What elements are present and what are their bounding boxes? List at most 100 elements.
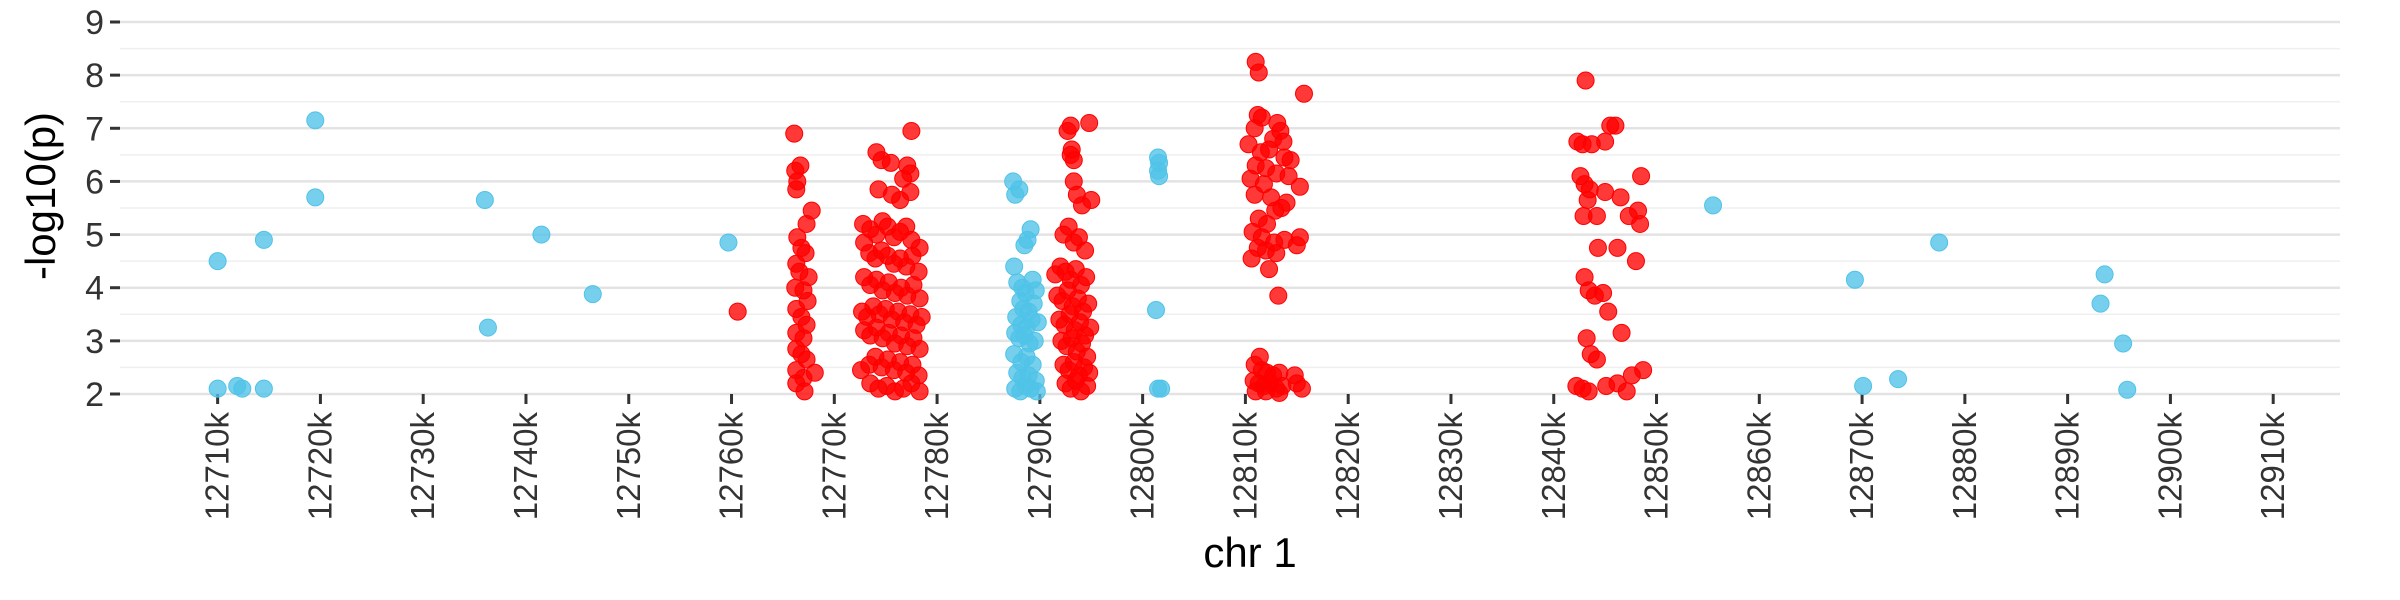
x-tick-label: 12870k [1843, 412, 1880, 521]
data-point-not-significant [1025, 331, 1044, 350]
data-point-not-significant [1150, 167, 1169, 186]
data-point-significant [1596, 183, 1615, 202]
data-point-not-significant [1010, 180, 1029, 199]
x-tick-label: 12780k [918, 412, 955, 521]
data-point-significant [1612, 323, 1631, 342]
data-point-significant [1270, 383, 1289, 402]
data-point-not-significant [1889, 370, 1908, 389]
x-tick-label: 12720k [301, 412, 338, 521]
data-point-significant [1608, 238, 1627, 257]
x-tick-label: 12800k [1124, 412, 1161, 521]
x-tick-label: 12900k [2151, 412, 2188, 521]
data-point-significant [1082, 191, 1101, 210]
data-point-significant [795, 382, 814, 401]
data-point-not-significant [1152, 379, 1171, 398]
data-point-significant [1081, 318, 1100, 337]
data-point-not-significant [1028, 313, 1047, 332]
data-point-not-significant [2114, 334, 2133, 353]
data-point-significant [1077, 268, 1096, 287]
x-tick-label: 12760k [713, 412, 750, 521]
data-point-significant [1076, 241, 1095, 260]
data-point-not-significant [2095, 265, 2114, 284]
x-tick-label: 12860k [1740, 412, 1777, 521]
y-tick-label: 5 [85, 217, 104, 255]
data-point-not-significant [233, 379, 252, 398]
data-point-significant [1295, 84, 1313, 103]
data-point-significant [1631, 214, 1650, 233]
y-tick-label: 3 [85, 323, 104, 361]
data-point-significant [1080, 113, 1099, 132]
data-point-significant [791, 156, 810, 175]
x-tick-label: 12890k [2049, 412, 2086, 521]
x-tick-label: 12770k [815, 412, 852, 521]
data-point-not-significant [1005, 257, 1024, 276]
data-point-not-significant [1845, 270, 1864, 289]
data-point-not-significant [306, 188, 325, 207]
x-tick-label: 12790k [1021, 412, 1058, 521]
data-point-significant [1617, 382, 1636, 401]
x-tick-label: 12750k [610, 412, 647, 521]
data-point-significant [1606, 116, 1625, 135]
x-tick-label: 12880k [1946, 412, 1983, 521]
data-point-significant [805, 363, 824, 382]
data-point-not-significant [2091, 294, 2110, 313]
x-tick-label: 12850k [1638, 412, 1675, 521]
data-point-significant [787, 180, 806, 199]
x-tick-label: 12830k [1432, 412, 1469, 521]
data-point-significant [785, 124, 804, 143]
y-tick-label: 8 [85, 57, 104, 95]
x-axis-title: chr 1 [1203, 529, 1296, 576]
y-tick-label: 9 [85, 4, 104, 42]
data-point-significant [1626, 252, 1645, 271]
data-point-significant [912, 307, 931, 326]
data-point-significant [1242, 249, 1261, 268]
data-point-not-significant [719, 233, 738, 252]
y-tick-label: 7 [85, 110, 104, 148]
data-point-not-significant [475, 191, 494, 210]
data-point-not-significant [208, 379, 227, 398]
data-point-not-significant [306, 111, 325, 130]
data-point-significant [903, 246, 922, 265]
x-axis: 12710k 12720k 12730k 12740k 12750k 12760k 1277… [199, 394, 2291, 521]
data-point-significant [1599, 302, 1618, 321]
data-point-significant [1594, 284, 1613, 303]
x-tick-label: 12810k [1226, 412, 1263, 521]
y-axis: 2 3 4 5 6 7 8 9 [85, 4, 120, 414]
data-point-significant [1290, 177, 1309, 196]
data-point-significant [728, 302, 747, 321]
x-tick-label: 12710k [199, 412, 236, 521]
data-point-significant [1245, 185, 1264, 204]
data-point-significant [1260, 260, 1279, 279]
y-tick-label: 6 [85, 163, 104, 201]
data-point-significant [1272, 199, 1291, 217]
data-point-significant [797, 214, 816, 233]
data-point-significant [1279, 167, 1298, 186]
data-point-significant [1269, 286, 1288, 305]
grid-minor [120, 47, 2340, 369]
x-tick-label: 12820k [1329, 412, 1366, 521]
data-point-significant [902, 121, 921, 140]
data-point-significant [1611, 188, 1630, 207]
data-point-not-significant [1930, 233, 1949, 252]
data-point-not-significant [1704, 196, 1723, 215]
data-point-not-significant [1854, 377, 1873, 396]
y-tick-label: 2 [85, 376, 104, 414]
data-point-significant [1577, 329, 1596, 348]
data-point-not-significant [1027, 382, 1046, 401]
data-point-significant [1249, 63, 1268, 82]
data-point-significant [910, 382, 929, 401]
data-point-not-significant [254, 379, 273, 398]
data-point-significant [1245, 119, 1264, 138]
data-point-not-significant [1021, 220, 1040, 239]
data-point-significant [1587, 206, 1606, 225]
data-point-significant [1078, 377, 1097, 396]
x-tick-label: 12840k [1535, 412, 1572, 521]
data-point-significant [1596, 132, 1615, 151]
data-point-not-significant [2118, 380, 2137, 399]
grid-major [120, 20, 2340, 396]
data-point-not-significant [532, 225, 551, 244]
data-point-significant [1587, 350, 1606, 369]
data-points [208, 52, 2137, 402]
data-point-significant [1292, 379, 1311, 398]
data-point-significant [1576, 71, 1595, 90]
